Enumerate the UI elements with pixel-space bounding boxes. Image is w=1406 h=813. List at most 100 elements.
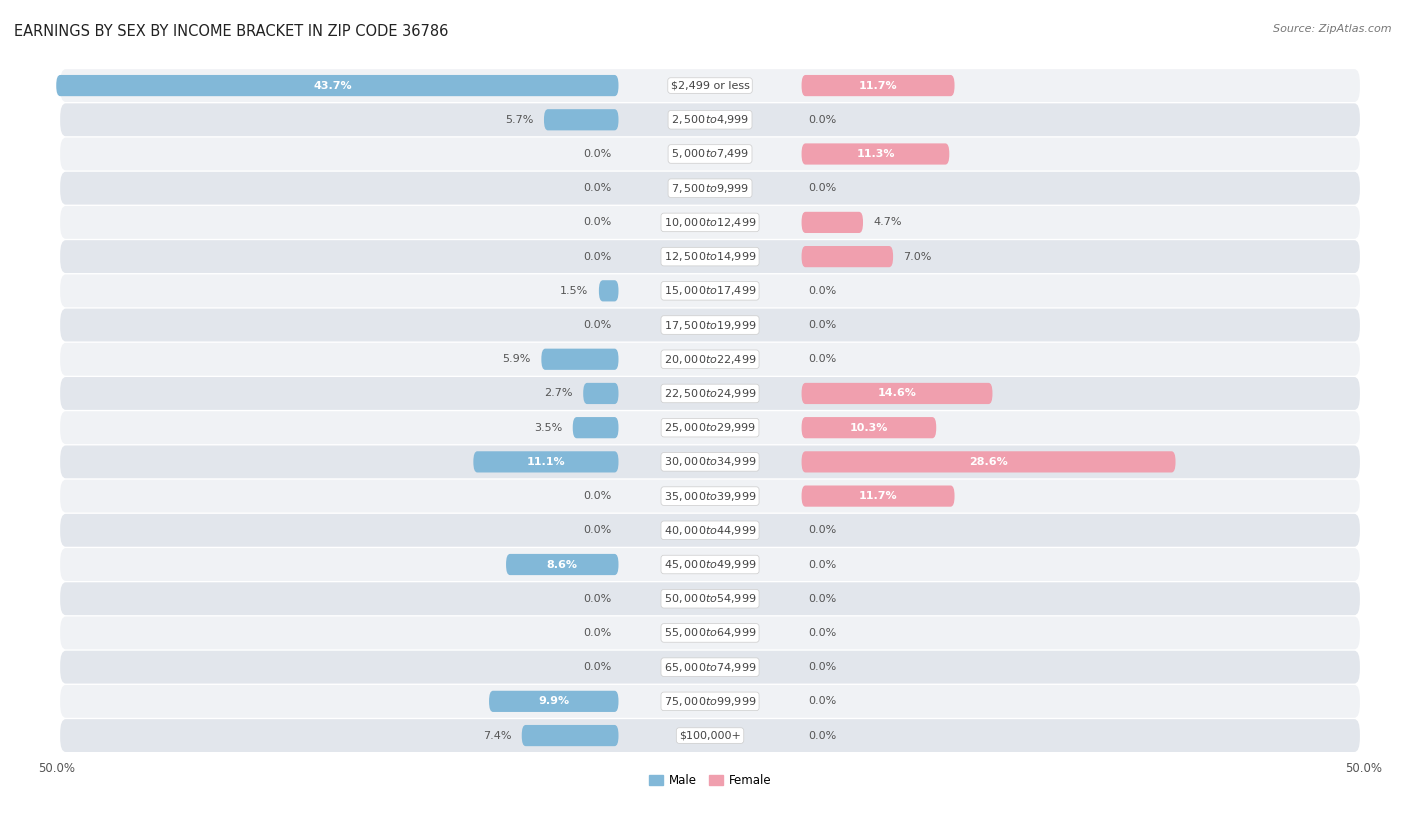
Text: 14.6%: 14.6% bbox=[877, 389, 917, 398]
Text: $22,500 to $24,999: $22,500 to $24,999 bbox=[664, 387, 756, 400]
Text: 0.0%: 0.0% bbox=[808, 320, 837, 330]
Text: 11.7%: 11.7% bbox=[859, 491, 897, 501]
Text: 0.0%: 0.0% bbox=[583, 593, 612, 604]
FancyBboxPatch shape bbox=[60, 69, 1360, 102]
FancyBboxPatch shape bbox=[60, 377, 1360, 410]
FancyBboxPatch shape bbox=[572, 417, 619, 438]
FancyBboxPatch shape bbox=[599, 280, 619, 302]
FancyBboxPatch shape bbox=[60, 206, 1360, 239]
Text: 0.0%: 0.0% bbox=[808, 628, 837, 638]
Text: 0.0%: 0.0% bbox=[808, 525, 837, 535]
Text: 11.3%: 11.3% bbox=[856, 149, 894, 159]
Text: $15,000 to $17,499: $15,000 to $17,499 bbox=[664, 285, 756, 298]
Text: $55,000 to $64,999: $55,000 to $64,999 bbox=[664, 627, 756, 640]
Text: 0.0%: 0.0% bbox=[808, 593, 837, 604]
FancyBboxPatch shape bbox=[60, 411, 1360, 444]
FancyBboxPatch shape bbox=[60, 548, 1360, 581]
FancyBboxPatch shape bbox=[801, 246, 893, 267]
Text: 0.0%: 0.0% bbox=[583, 251, 612, 262]
FancyBboxPatch shape bbox=[60, 685, 1360, 718]
FancyBboxPatch shape bbox=[60, 720, 1360, 752]
Text: 0.0%: 0.0% bbox=[583, 491, 612, 501]
FancyBboxPatch shape bbox=[522, 725, 619, 746]
Text: $20,000 to $22,499: $20,000 to $22,499 bbox=[664, 353, 756, 366]
Text: 7.0%: 7.0% bbox=[904, 251, 932, 262]
FancyBboxPatch shape bbox=[60, 514, 1360, 546]
Text: 1.5%: 1.5% bbox=[560, 286, 589, 296]
Text: $10,000 to $12,499: $10,000 to $12,499 bbox=[664, 216, 756, 229]
Text: EARNINGS BY SEX BY INCOME BRACKET IN ZIP CODE 36786: EARNINGS BY SEX BY INCOME BRACKET IN ZIP… bbox=[14, 24, 449, 39]
Text: $100,000+: $100,000+ bbox=[679, 731, 741, 741]
Text: Source: ZipAtlas.com: Source: ZipAtlas.com bbox=[1274, 24, 1392, 34]
Text: 0.0%: 0.0% bbox=[808, 697, 837, 706]
Text: 2.7%: 2.7% bbox=[544, 389, 572, 398]
Text: $35,000 to $39,999: $35,000 to $39,999 bbox=[664, 489, 756, 502]
FancyBboxPatch shape bbox=[60, 275, 1360, 307]
Text: 5.9%: 5.9% bbox=[502, 354, 531, 364]
Text: 5.7%: 5.7% bbox=[505, 115, 533, 124]
Text: 10.3%: 10.3% bbox=[849, 423, 889, 433]
FancyBboxPatch shape bbox=[60, 650, 1360, 684]
Text: 9.9%: 9.9% bbox=[538, 697, 569, 706]
Text: $45,000 to $49,999: $45,000 to $49,999 bbox=[664, 558, 756, 571]
FancyBboxPatch shape bbox=[60, 343, 1360, 376]
Text: 0.0%: 0.0% bbox=[808, 662, 837, 672]
FancyBboxPatch shape bbox=[801, 485, 955, 506]
Text: $30,000 to $34,999: $30,000 to $34,999 bbox=[664, 455, 756, 468]
Text: $7,500 to $9,999: $7,500 to $9,999 bbox=[671, 181, 749, 194]
Text: 0.0%: 0.0% bbox=[583, 149, 612, 159]
FancyBboxPatch shape bbox=[474, 451, 619, 472]
Text: 11.7%: 11.7% bbox=[859, 80, 897, 90]
FancyBboxPatch shape bbox=[60, 582, 1360, 615]
FancyBboxPatch shape bbox=[801, 212, 863, 233]
Text: 0.0%: 0.0% bbox=[808, 286, 837, 296]
Text: 0.0%: 0.0% bbox=[583, 183, 612, 193]
Text: 7.4%: 7.4% bbox=[482, 731, 512, 741]
FancyBboxPatch shape bbox=[506, 554, 619, 575]
Text: 0.0%: 0.0% bbox=[583, 628, 612, 638]
Text: $17,500 to $19,999: $17,500 to $19,999 bbox=[664, 319, 756, 332]
Text: $75,000 to $99,999: $75,000 to $99,999 bbox=[664, 695, 756, 708]
Text: $2,499 or less: $2,499 or less bbox=[671, 80, 749, 90]
Text: $25,000 to $29,999: $25,000 to $29,999 bbox=[664, 421, 756, 434]
FancyBboxPatch shape bbox=[60, 103, 1360, 137]
Text: 0.0%: 0.0% bbox=[808, 559, 837, 570]
FancyBboxPatch shape bbox=[60, 240, 1360, 273]
FancyBboxPatch shape bbox=[801, 451, 1175, 472]
Text: $50,000 to $54,999: $50,000 to $54,999 bbox=[664, 592, 756, 605]
FancyBboxPatch shape bbox=[56, 75, 619, 96]
FancyBboxPatch shape bbox=[60, 616, 1360, 650]
Text: 0.0%: 0.0% bbox=[583, 320, 612, 330]
Text: 11.1%: 11.1% bbox=[527, 457, 565, 467]
Text: 0.0%: 0.0% bbox=[583, 217, 612, 228]
Text: 0.0%: 0.0% bbox=[583, 662, 612, 672]
FancyBboxPatch shape bbox=[801, 383, 993, 404]
FancyBboxPatch shape bbox=[60, 137, 1360, 171]
Text: 0.0%: 0.0% bbox=[583, 525, 612, 535]
Text: 28.6%: 28.6% bbox=[969, 457, 1008, 467]
Text: 0.0%: 0.0% bbox=[808, 183, 837, 193]
FancyBboxPatch shape bbox=[60, 480, 1360, 512]
FancyBboxPatch shape bbox=[583, 383, 619, 404]
FancyBboxPatch shape bbox=[801, 75, 955, 96]
FancyBboxPatch shape bbox=[489, 691, 619, 712]
Text: $5,000 to $7,499: $5,000 to $7,499 bbox=[671, 147, 749, 160]
Text: 4.7%: 4.7% bbox=[873, 217, 903, 228]
Text: 0.0%: 0.0% bbox=[808, 115, 837, 124]
Text: 43.7%: 43.7% bbox=[314, 80, 352, 90]
Text: $2,500 to $4,999: $2,500 to $4,999 bbox=[671, 113, 749, 126]
Text: $40,000 to $44,999: $40,000 to $44,999 bbox=[664, 524, 756, 537]
Text: 3.5%: 3.5% bbox=[534, 423, 562, 433]
FancyBboxPatch shape bbox=[60, 309, 1360, 341]
Text: 0.0%: 0.0% bbox=[808, 731, 837, 741]
FancyBboxPatch shape bbox=[60, 446, 1360, 478]
Text: 0.0%: 0.0% bbox=[808, 354, 837, 364]
Text: $65,000 to $74,999: $65,000 to $74,999 bbox=[664, 661, 756, 674]
FancyBboxPatch shape bbox=[60, 172, 1360, 205]
Legend: Male, Female: Male, Female bbox=[644, 769, 776, 792]
FancyBboxPatch shape bbox=[541, 349, 619, 370]
Text: $12,500 to $14,999: $12,500 to $14,999 bbox=[664, 250, 756, 263]
Text: 8.6%: 8.6% bbox=[547, 559, 578, 570]
FancyBboxPatch shape bbox=[801, 143, 949, 164]
FancyBboxPatch shape bbox=[801, 417, 936, 438]
